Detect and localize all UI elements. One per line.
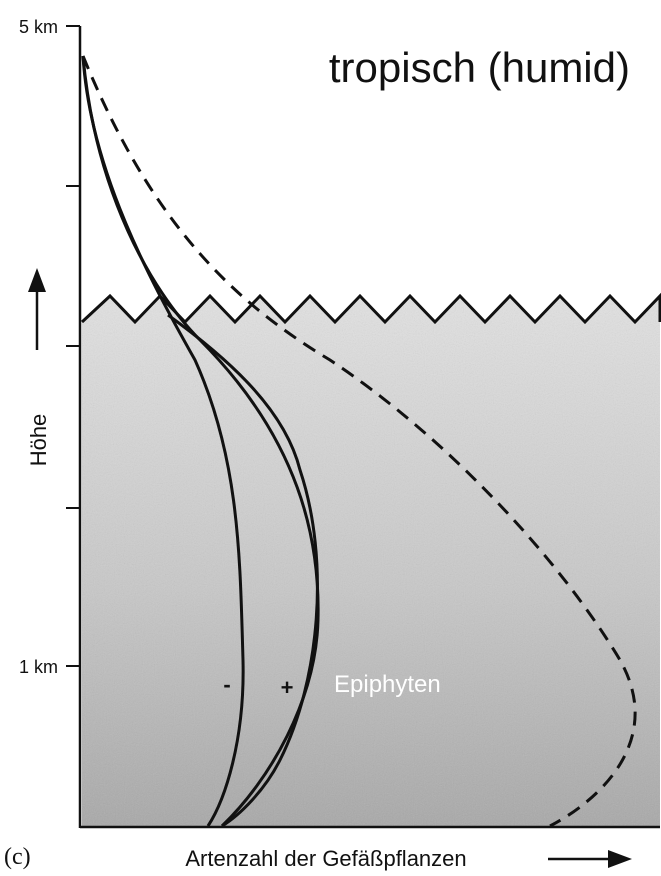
x-axis-arrow-icon — [548, 850, 632, 868]
minus-sign: - — [223, 672, 230, 697]
y-axis-label: Höhe — [26, 414, 51, 467]
plus-sign: + — [281, 675, 294, 700]
forest-texture — [82, 296, 660, 826]
y-tick-label-bottom: 1 km — [19, 657, 58, 677]
curve-plus — [81, 55, 320, 828]
y-tick-label-top: 5 km — [19, 17, 58, 37]
epiphytes-label: Epiphyten — [334, 671, 441, 698]
chart-title: tropisch (humid) — [329, 44, 630, 91]
panel-label: (c) — [4, 844, 31, 870]
curve-epiphytes — [167, 313, 319, 828]
curve-dashed-total — [81, 55, 637, 828]
x-axis-label: Artenzahl der Gefäßpflanzen — [185, 846, 466, 871]
y-axis-arrow-icon — [28, 268, 46, 350]
